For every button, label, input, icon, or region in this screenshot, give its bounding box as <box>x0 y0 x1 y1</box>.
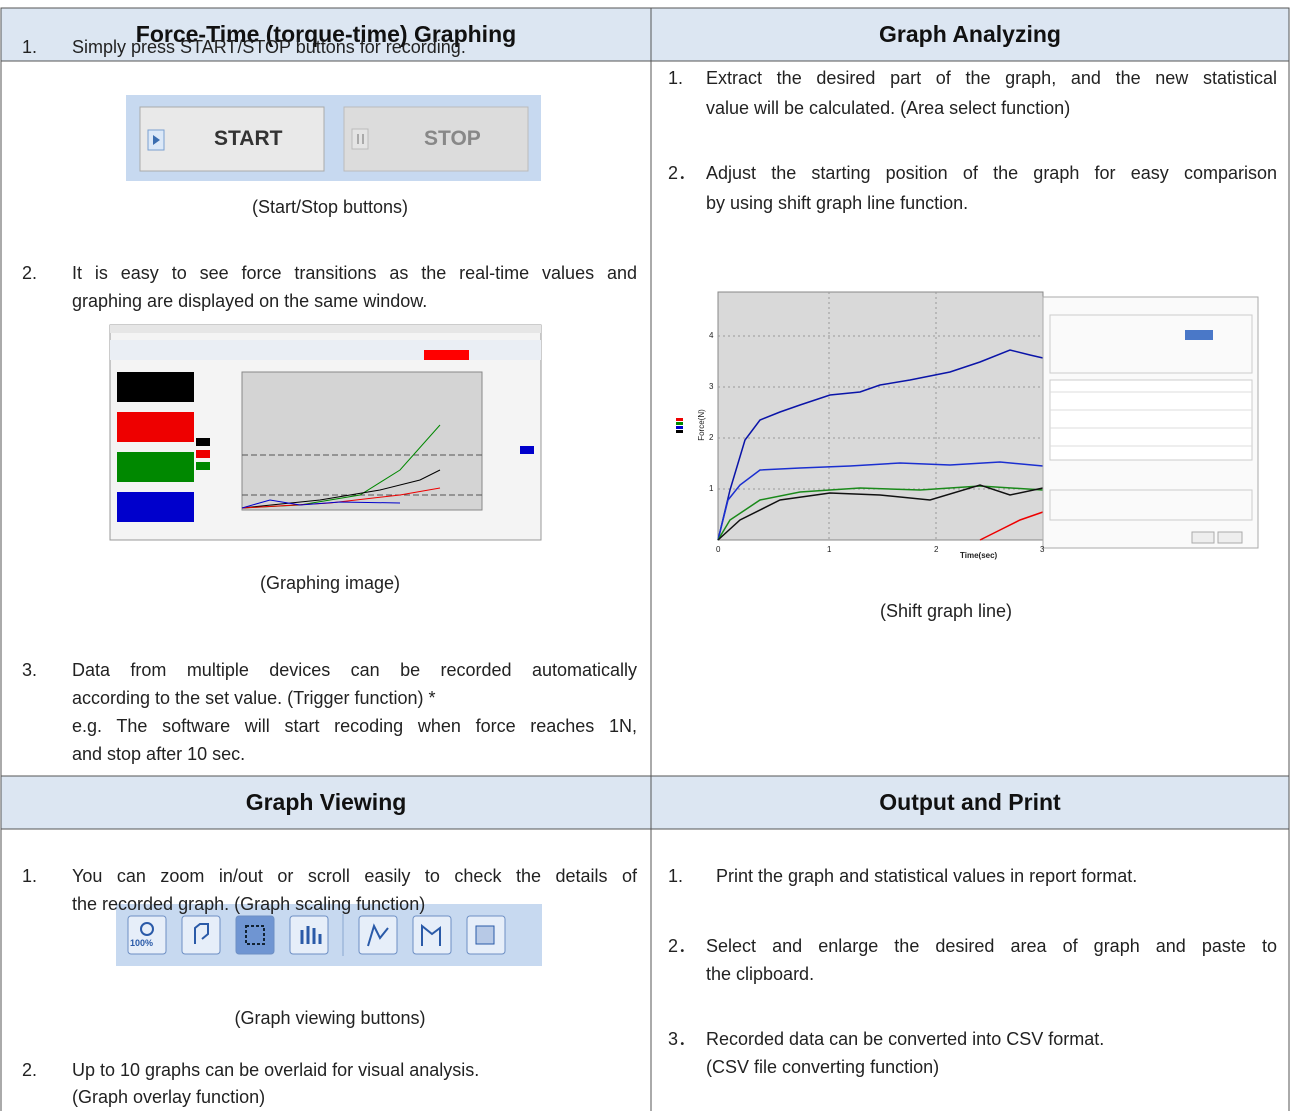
item-text: the recorded graph. (Graph scaling funct… <box>72 892 425 916</box>
x-axis-label: Time(sec) <box>960 551 997 561</box>
item-number: 3. <box>22 658 37 682</box>
section-header: Graph Viewing <box>1 776 651 828</box>
item-number: 1. <box>668 864 683 888</box>
item-number: 1. <box>22 35 37 59</box>
item-number: 1. <box>668 66 683 90</box>
item-number: 2. <box>22 1058 37 1082</box>
y-tick: 1 <box>709 484 713 494</box>
x-tick: 2 <box>934 545 938 555</box>
item-text: by using shift graph line function. <box>706 191 968 215</box>
zoom-label: 100% <box>130 938 153 948</box>
item-text: It is easy to see force transitions as t… <box>72 261 637 285</box>
section-header: Graph Analyzing <box>651 8 1289 60</box>
page: Force-Time (torque-time) Graphing Graph … <box>0 0 1290 1111</box>
item-text: Adjust the starting position of the grap… <box>706 161 1277 185</box>
item-text: Simply press START/STOP buttons for reco… <box>72 35 466 59</box>
x-tick: 0 <box>716 545 720 555</box>
caption: (Graph viewing buttons) <box>130 1006 530 1030</box>
item-number: 3． <box>668 1027 696 1051</box>
stop-button: STOP <box>424 127 481 151</box>
item-text: and stop after 10 sec. <box>72 742 245 766</box>
item-text: Select and enlarge the desired area of g… <box>706 934 1277 958</box>
item-text: Extract the desired part of the graph, a… <box>706 66 1277 90</box>
item-text: (CSV file converting function) <box>706 1055 939 1079</box>
caption: (Graphing image) <box>130 571 530 595</box>
caption: (Shift graph line) <box>746 599 1146 623</box>
item-number: 2. <box>22 261 37 285</box>
item-text: according to the set value. (Trigger fun… <box>72 686 436 710</box>
item-text: Recorded data can be converted into CSV … <box>706 1027 1104 1051</box>
item-text: (Graph overlay function) <box>72 1085 265 1109</box>
x-tick: 3 <box>1040 545 1044 555</box>
item-number: 2． <box>668 934 696 958</box>
item-number: 2． <box>668 161 696 185</box>
y-axis-label: Force(N) <box>697 409 707 441</box>
caption: (Start/Stop buttons) <box>130 195 530 219</box>
y-tick: 4 <box>709 331 713 341</box>
item-text: value will be calculated. (Area select f… <box>706 96 1070 120</box>
item-text: You can zoom in/out or scroll easily to … <box>72 864 637 888</box>
item-text: Up to 10 graphs can be overlaid for visu… <box>72 1058 479 1082</box>
section-header: Output and Print <box>651 776 1289 828</box>
y-tick: 2 <box>709 433 713 443</box>
start-button: START <box>214 127 282 151</box>
item-text: Data from multiple devices can be record… <box>72 658 637 682</box>
item-text: graphing are displayed on the same windo… <box>72 289 427 313</box>
item-text: Print the graph and statistical values i… <box>716 864 1137 888</box>
item-text: e.g. The software will start recoding wh… <box>72 714 637 738</box>
x-tick: 1 <box>827 545 831 555</box>
y-tick: 3 <box>709 382 713 392</box>
item-text: the clipboard. <box>706 962 814 986</box>
item-number: 1. <box>22 864 37 888</box>
